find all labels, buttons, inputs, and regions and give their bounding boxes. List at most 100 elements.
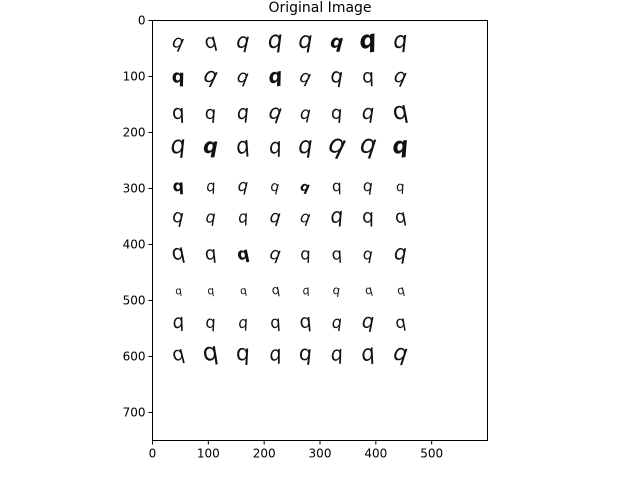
digit-cell: q <box>331 312 343 332</box>
digit-cell: q <box>175 285 183 298</box>
digit-cell: q <box>237 207 250 227</box>
digit-cell: q <box>267 99 283 125</box>
digit-cell: q <box>393 206 408 229</box>
digit-cell: q <box>298 133 314 160</box>
digit-cell: q <box>358 340 377 368</box>
digit-cell: q <box>301 284 311 298</box>
chart-title: Original Image <box>268 0 371 16</box>
digit-cell: q <box>235 341 250 367</box>
digit-cell: q <box>390 96 410 126</box>
digit-cell: q <box>170 31 186 54</box>
digit-cell: q <box>394 240 407 264</box>
digit-cell: q <box>362 206 374 227</box>
digit-cell: q <box>171 101 184 124</box>
x-axis: 0 100 200 300 400 500 <box>149 440 443 461</box>
digit-cell: q <box>205 177 217 195</box>
digit-cell: q <box>297 66 313 88</box>
digit-cell: q <box>200 336 220 367</box>
digit-cell: q <box>298 28 313 54</box>
y-tick-label: 400 <box>123 238 146 252</box>
digit-cell: q <box>207 285 215 298</box>
digit-cell: q <box>391 132 410 160</box>
y-tick-label: 500 <box>123 294 146 308</box>
digit-cell: q <box>169 129 187 159</box>
digit-cell: q <box>236 29 250 53</box>
digit-cell: q <box>170 342 187 366</box>
digit-cell: q <box>357 25 379 56</box>
digit-cell: q <box>270 312 282 332</box>
digit-cell: q <box>171 66 184 87</box>
digit-cell: q <box>300 104 312 124</box>
digit-cell: q <box>268 178 281 196</box>
digit-cell: q <box>269 207 282 228</box>
digit-cell: q <box>330 102 343 124</box>
digit-cell: q <box>203 134 218 158</box>
digit-cell: q <box>331 244 342 264</box>
digit-cell: q <box>396 180 405 195</box>
digit-cell: q <box>325 128 349 161</box>
digit-cell: q <box>361 101 375 125</box>
digit-cell: q <box>329 203 345 228</box>
digit-cell: q <box>299 179 311 196</box>
digit-cell: q <box>300 244 311 263</box>
digit-cell: q <box>202 29 219 54</box>
digit-cell: q <box>394 312 408 333</box>
y-axis: 0 100 200 300 400 500 600 700 <box>123 14 153 420</box>
digit-cell: q <box>205 207 216 226</box>
digit-cell: q <box>266 63 284 88</box>
digit-cell: q <box>298 310 312 333</box>
digit-cell: q <box>392 27 409 54</box>
y-tick-label: 700 <box>123 406 146 420</box>
digit-cell: q <box>170 311 186 334</box>
digit-cell: q <box>363 282 374 297</box>
digit-cell: q <box>392 63 409 88</box>
digit-cell: q <box>332 177 342 195</box>
digit-cell: q <box>237 313 249 332</box>
digit-cell: q <box>270 282 281 298</box>
digit-cell: q <box>332 283 342 298</box>
digit-cell: q <box>267 133 284 159</box>
digit-cell: q <box>268 244 282 266</box>
digit-cell: q <box>235 66 250 89</box>
digit-cell: q <box>205 313 216 333</box>
digit-cell: q <box>298 341 314 366</box>
digit-cell: q <box>235 242 251 264</box>
digit-cell: q <box>267 341 283 366</box>
digit-cell: q <box>169 239 187 265</box>
digit-cell: q <box>329 341 345 366</box>
x-tick-label: 500 <box>420 447 443 461</box>
digit-cell: q <box>361 244 375 265</box>
digit-cell: q <box>236 100 250 124</box>
y-tick-label: 300 <box>123 182 146 196</box>
digit-cell: q <box>204 243 218 265</box>
x-tick-label: 0 <box>149 447 157 461</box>
image-background <box>152 20 488 441</box>
x-tick-label: 100 <box>197 447 220 461</box>
digit-cell: q <box>233 133 253 161</box>
x-tick-label: 400 <box>364 447 387 461</box>
x-tick-label: 300 <box>309 447 332 461</box>
y-tick-label: 600 <box>123 350 146 364</box>
digit-grid: q q q q q q q qq q q q q q q qq q q q q q q qq q q q q q q qq q q q q q q q… <box>169 25 410 368</box>
digit-cell: q <box>201 61 220 89</box>
digit-cell: q <box>329 63 346 89</box>
digit-cell: q <box>362 66 375 87</box>
digit-cell: q <box>358 129 378 161</box>
digit-cell: q <box>204 102 217 124</box>
digit-cell: q <box>237 176 248 195</box>
x-tick-label: 200 <box>253 447 276 461</box>
digit-cell: q <box>392 339 409 367</box>
y-tick-label: 0 <box>138 14 146 28</box>
y-tick-label: 100 <box>123 70 146 84</box>
digit-cell: q <box>329 31 343 53</box>
digit-cell: q <box>396 283 406 298</box>
digit-cell: q <box>362 176 375 196</box>
digit-cell: q <box>267 25 284 54</box>
digit-cell: q <box>362 310 375 333</box>
digit-cell: q <box>299 207 312 227</box>
digit-cell: q <box>172 176 184 195</box>
y-tick-label: 200 <box>123 126 146 140</box>
digit-cell: q <box>170 205 186 228</box>
